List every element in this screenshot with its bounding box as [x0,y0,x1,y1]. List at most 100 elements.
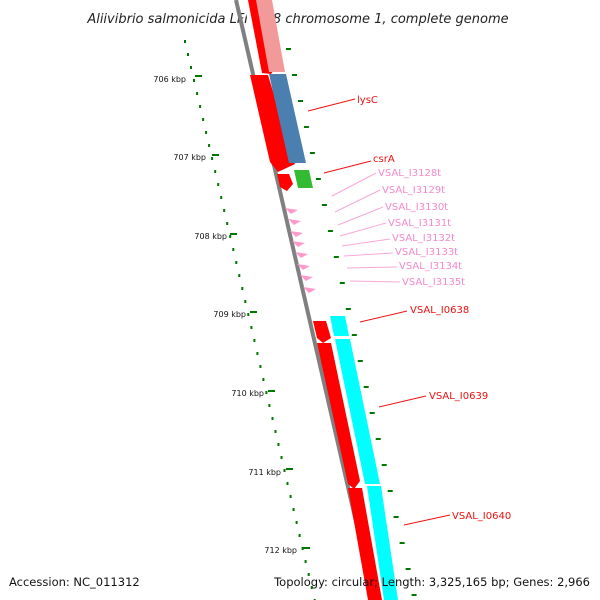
trna-feature[interactable] [285,208,298,214]
outer-dash [357,360,363,362]
vsal-i0640-orf-feature[interactable] [367,486,398,600]
scale-tick-label: 710 kbp [231,389,264,398]
gc-dot [202,118,205,121]
gene-label-csra[interactable]: csrA [373,154,395,165]
gc-dot [211,157,214,160]
csra-cds-feature[interactable] [277,174,293,191]
outer-dash [292,74,297,76]
outer-dash [321,204,327,206]
outer-dash [315,178,321,180]
gene-label-vsal-i3130t[interactable]: VSAL_I3130t [385,202,448,213]
gene-label-vsal-i0638[interactable]: VSAL_I0638 [410,305,469,316]
feature-tracks [248,0,398,600]
outer-dash [411,594,417,596]
scale-tick: 708 kbp [194,232,237,241]
gene-label-vsal-i3129t[interactable]: VSAL_I3129t [382,185,445,196]
gene-label-vsal-i3133t[interactable]: VSAL_I3133t [395,247,458,258]
trna-feature[interactable] [300,275,313,281]
gc-dot [244,300,247,303]
outer-dash [333,256,339,258]
topology-text: Topology: circular; Length: 3,325,165 bp… [273,575,590,589]
gc-dot [190,66,192,69]
scale-tick-label: 712 kbp [264,546,297,555]
gc-dot [304,560,307,563]
gene-label-vsal-i3135t[interactable]: VSAL_I3135t [402,277,465,288]
gc-dot [247,313,250,316]
gc-dot [238,274,241,277]
gc-dot [193,79,195,82]
scale-tick-label: 707 kbp [173,153,206,162]
gc-dot [310,586,313,589]
trna-cluster [285,208,316,293]
gene-label-vsal-i3132t[interactable]: VSAL_I3132t [392,233,455,244]
gc-dot [268,404,271,407]
gc-dot [286,482,289,485]
outer-dash-track [286,48,417,596]
scale-tick-label: 709 kbp [213,310,246,319]
gene-label-vsal-i3134t[interactable]: VSAL_I3134t [399,261,462,272]
cds-upper-pink-feature[interactable] [256,0,285,72]
gc-dot [229,235,232,238]
trna-feature[interactable] [303,287,316,293]
gc-dot [307,573,310,576]
gc-dot [199,105,202,108]
vsal-i0639-orf-feature[interactable] [335,339,380,484]
vsal-i0638-orf-feature[interactable] [330,316,349,336]
map-title: Aliivibrio salmonicida LFI1238 chromosom… [86,12,508,27]
gc-dot [217,183,220,186]
gc-dot [214,170,217,173]
vsal-i0638-cds-feature[interactable] [313,321,331,343]
gene-labels: lysC csrA VSAL_I3128t VSAL_I3129t VSAL_I… [307,95,511,526]
gc-dot [265,391,268,394]
gc-dot [295,521,298,524]
outer-dash [339,282,345,284]
gene-label-vsal-i0640[interactable]: VSAL_I0640 [452,511,511,522]
outer-dash [405,568,411,570]
gc-dot [220,196,223,199]
trna-feature[interactable] [295,252,308,258]
gc-dot [196,92,199,95]
gc-dot [259,365,262,368]
gc-dot [292,508,295,511]
trna-feature[interactable] [288,219,301,225]
gc-dot [241,287,244,290]
gc-dot [277,443,280,446]
scale-tick-label: 711 kbp [248,468,281,477]
scale-ticks: 706 kbp 707 kbp 708 kbp 709 kbp 710 kbp … [153,75,310,555]
gc-dot [298,534,301,537]
csra-orf-feature[interactable] [294,170,313,188]
gc-dot [262,378,265,381]
scale-tick-label: 708 kbp [194,232,227,241]
gc-dots-track [184,40,316,600]
gene-label-vsal-i0639[interactable]: VSAL_I0639 [429,391,488,402]
gene-label-lysc[interactable]: lysC [357,95,378,106]
trna-feature[interactable] [292,241,305,247]
scale-tick: 706 kbp [153,75,202,84]
gc-dot [289,495,292,498]
lysc-cds-feature[interactable] [250,75,295,172]
gene-label-vsal-i3131t[interactable]: VSAL_I3131t [388,218,451,229]
vsal-i0639-cds-feature[interactable] [317,343,360,489]
gc-dot [274,430,277,433]
outer-dash [327,230,333,232]
vsal-i0640-cds-feature[interactable] [348,488,382,600]
outer-dash [387,490,393,492]
outer-dash [345,308,351,310]
gc-dot [301,547,304,550]
outer-dash [351,334,357,336]
lysc-orf-feature[interactable] [269,74,306,163]
gc-dot [205,131,208,134]
scale-tick: 709 kbp [213,310,257,319]
gene-label-vsal-i3128t[interactable]: VSAL_I3128t [378,168,441,179]
gc-dot [226,222,229,225]
gc-dot [208,144,211,147]
gc-dot [250,326,253,329]
outer-dash [381,464,387,466]
trna-feature[interactable] [290,231,303,237]
gc-dot [283,469,286,472]
gc-dot [187,53,189,56]
trna-feature[interactable] [297,264,310,270]
gc-dot [232,248,235,251]
accession-text: Accession: NC_011312 [9,575,140,589]
outer-dash [399,542,405,544]
